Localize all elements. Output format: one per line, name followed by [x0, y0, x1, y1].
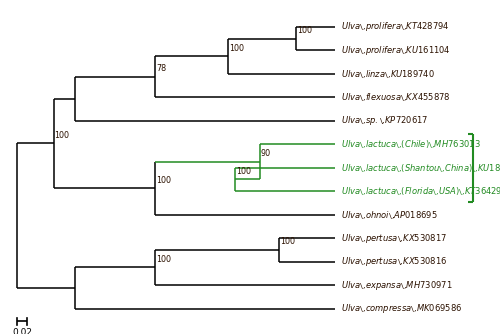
Text: $\it{Ulva}$\,$\it{lactuca}$\,$\it{(Chile)}$\,$\it{MH763013}$: $\it{Ulva}$\,$\it{lactuca}$\,$\it{(Chile…	[340, 138, 480, 150]
Text: 90: 90	[260, 149, 270, 158]
Text: 100: 100	[54, 131, 70, 140]
Text: 0.02: 0.02	[12, 328, 32, 334]
Text: $\it{Ulva}$\,$\it{prolifera}$\,$\it{KT428794}$: $\it{Ulva}$\,$\it{prolifera}$\,$\it{KT42…	[340, 20, 450, 33]
Text: $\it{Ulva}$\,$\it{lactuca}$\,$\it{(Shantou}$\,$\it{China)}$\,$\it{KU182748}$: $\it{Ulva}$\,$\it{lactuca}$\,$\it{(Shant…	[340, 162, 500, 174]
Text: $\it{Ulva}$\,$\it{prolifera}$\,$\it{KU161104}$: $\it{Ulva}$\,$\it{prolifera}$\,$\it{KU16…	[340, 44, 450, 57]
Text: 100: 100	[156, 176, 172, 185]
Text: $\it{Ulva}$\,$\it{compressa}$\,$\it{MK069586}$: $\it{Ulva}$\,$\it{compressa}$\,$\it{MK06…	[340, 302, 462, 315]
Text: $\it{Ulva}$\,$\it{sp.}$\,$\it{KP720617}$: $\it{Ulva}$\,$\it{sp.}$\,$\it{KP720617}$	[340, 114, 428, 127]
Text: 100: 100	[236, 167, 252, 176]
Text: $\it{Ulva}$\,$\it{flexuosa}$\,$\it{KX455878}$: $\it{Ulva}$\,$\it{flexuosa}$\,$\it{KX455…	[340, 91, 450, 103]
Text: $\it{Ulva}$\,$\it{ohnoi}$\,$\it{AP018695}$: $\it{Ulva}$\,$\it{ohnoi}$\,$\it{AP018695…	[340, 209, 438, 221]
Text: 100: 100	[156, 255, 172, 264]
Text: 100: 100	[297, 26, 312, 35]
Text: 100: 100	[280, 237, 295, 246]
Text: $\it{Ulva}$\,$\it{pertusa}$\,$\it{KX530817}$: $\it{Ulva}$\,$\it{pertusa}$\,$\it{KX5308…	[340, 231, 446, 244]
Text: 100: 100	[229, 44, 244, 53]
Text: $\it{Ulva}$\,$\it{pertusa}$\,$\it{KX530816}$: $\it{Ulva}$\,$\it{pertusa}$\,$\it{KX5308…	[340, 255, 447, 268]
Text: $\it{Ulva}$\,$\it{linza}$\,$\it{KU189740}$: $\it{Ulva}$\,$\it{linza}$\,$\it{KU189740…	[340, 68, 434, 80]
Text: 78: 78	[156, 64, 166, 73]
Text: $\it{Ulva}$\,$\it{expansa}$\,$\it{MH730971}$: $\it{Ulva}$\,$\it{expansa}$\,$\it{MH7309…	[340, 279, 452, 292]
Text: $\it{Ulva}$\,$\it{lactuca}$\,$\it{(Florida}$\,$\it{USA)}$\,$\it{KT364296}$: $\it{Ulva}$\,$\it{lactuca}$\,$\it{(Flori…	[340, 185, 500, 197]
